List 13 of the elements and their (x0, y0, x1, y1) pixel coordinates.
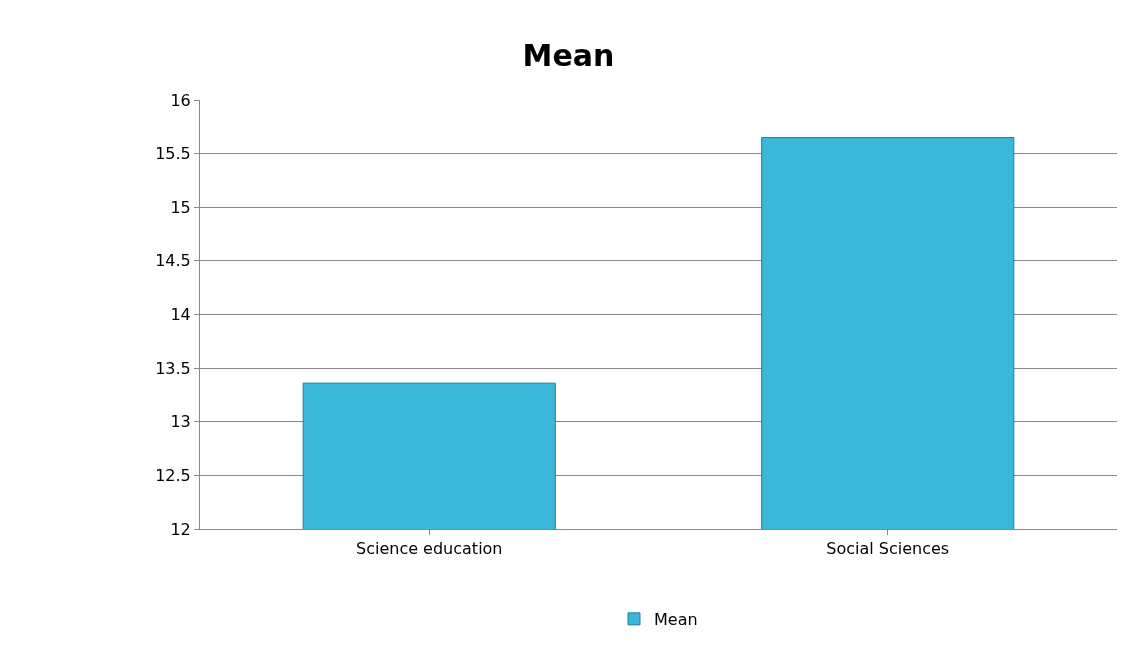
x-tick-label: Social Sciences (826, 539, 950, 559)
y-tick-label: 13 (170, 412, 191, 432)
y-tick-label: 13.5 (155, 358, 191, 378)
y-tick-label: 15 (170, 197, 191, 217)
legend-label: Mean (654, 610, 698, 630)
y-tick-label: 14.5 (155, 251, 191, 271)
y-tick-label: 12.5 (155, 465, 191, 485)
x-tick-label: Science education (356, 539, 503, 559)
y-tick-label: 12 (170, 519, 191, 539)
y-tick-label: 14 (170, 305, 191, 325)
y-tick-label: 15.5 (155, 144, 191, 164)
chart-title: Mean (522, 38, 615, 74)
y-tick-label: 16 (170, 90, 191, 110)
